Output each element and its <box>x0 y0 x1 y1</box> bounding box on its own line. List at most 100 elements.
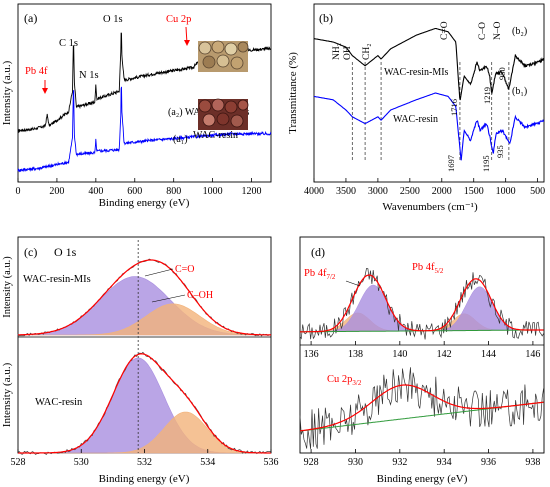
annot-n1s: N 1s <box>79 70 99 81</box>
annot-c1s: C 1s <box>59 38 78 49</box>
panel-d-peaks <box>299 267 544 449</box>
panel-b-x-tick-label: 500 <box>530 186 545 197</box>
panel-c-x-tick-label: 532 <box>137 457 152 468</box>
panel-b-letter: (b) <box>319 11 333 25</box>
label-nh2: NH₂ <box>332 43 342 60</box>
panel-b-frame <box>313 3 545 183</box>
panel-a-series-line <box>17 86 272 173</box>
panel-d-pb-x-tick-label: 140 <box>392 349 407 360</box>
panel-c-fit-line <box>18 259 271 336</box>
panel-d-fit-line <box>299 384 544 432</box>
panel-d-pb-x-tick-label: 144 <box>481 349 496 360</box>
panel-d-cu-x-tick-label: 936 <box>481 457 496 468</box>
panel-c-label-resin: WAC-resin <box>35 397 83 408</box>
panel-c-leader-2 <box>151 294 186 303</box>
panel-b-x-tick-label: 3000 <box>368 186 388 197</box>
panel-a-xlabel: Binding energy (eV) <box>99 197 190 209</box>
panel-b-x-tick-label: 3500 <box>336 186 356 197</box>
panel-c-x-tick-label: 534 <box>200 457 215 468</box>
annot-pb4f-arrowhead <box>42 88 48 94</box>
panel-b-x-ticks: 4000 3500 3000 2500 2000 1500 1000 500 <box>304 178 545 197</box>
panel-c-ylabel-top: Intensity (a.u.) <box>2 256 13 318</box>
panel-a-letter: (a) <box>24 11 37 25</box>
curve-label-b1: (b₁) <box>512 86 527 97</box>
panel-d-cu-x-tick-label: 938 <box>525 457 540 468</box>
panel-c-x-tick-label: 530 <box>74 457 89 468</box>
panel-d-cu-x-tick-label: 930 <box>348 457 363 468</box>
panel-b-x-tick-label: 2000 <box>432 186 452 197</box>
panel-a-x-tick-label: 800 <box>166 186 181 197</box>
annot-o1s: O 1s <box>103 14 123 25</box>
panel-a-x-tick-label: 1000 <box>203 186 223 197</box>
annot-cu2p-arrowhead <box>184 40 190 46</box>
panel-d-fit-line <box>300 274 544 333</box>
curve-label-mis: WAC-resin-MIs <box>384 67 449 78</box>
panel-c-peak-fill <box>18 303 271 336</box>
label-c-double-o: C=O <box>440 21 450 40</box>
panel-d-pb-x-tick-label: 146 <box>525 349 540 360</box>
panel-d-cu-x-tick-label: 934 <box>437 457 452 468</box>
panel-b-marker-lines <box>351 62 510 160</box>
panel-d-pb-x-tick-label: 138 <box>348 349 363 360</box>
panel-b-xlabel: Wavenumbers (cm⁻¹) <box>382 201 478 213</box>
label-ch2: CH₂ <box>362 43 372 60</box>
panel-c-label-c-oh: C–OH <box>187 290 213 301</box>
panel-c-peaks <box>17 240 272 455</box>
curve-label-resin: WAC-resin <box>393 114 438 125</box>
panel-a-x-tick-label: 0 <box>16 186 21 197</box>
photo-resin-mis <box>198 40 249 72</box>
panel-d-x-ticks: 136 138 140 142 144 146 928 930 932 934 936 938 <box>304 341 540 468</box>
panel-c-o1s: (c) O 1s 528 530 532 534 536 Binding energy … <box>1 236 279 485</box>
panel-b-x-tick-label: 1500 <box>464 186 484 197</box>
panel-d-xlabel: Binding energy (eV) <box>377 473 468 485</box>
panel-c-xlabel: Binding energy (eV) <box>99 473 190 485</box>
panel-d-raw-line <box>299 367 544 449</box>
panel-a-x-tick-label: 400 <box>88 186 103 197</box>
panel-d-pb-cu: (d) 136 138 140 142 144 146 928 930 932 934 936 938… <box>299 236 545 485</box>
panel-b-series-line <box>313 92 545 161</box>
panel-a-xps-survey: (a) 0 200 400 600 800 1000 1200 Binding energy… <box>1 3 272 209</box>
panel-c-x-tick-label: 536 <box>264 457 279 468</box>
pb-4f72-label: Pb 4f7/2 <box>304 268 336 281</box>
label-1697: 1697 <box>446 155 456 172</box>
panel-a-x-tick-label: 600 <box>127 186 142 197</box>
panel-b-ylabel: Transmittance (%) <box>287 52 299 134</box>
annot-pb4f: Pb 4f <box>25 66 48 77</box>
panel-b-series-line <box>313 27 545 101</box>
panel-d-pb-x-tick-label: 142 <box>437 349 452 360</box>
panel-a-frame <box>17 3 272 183</box>
panel-b-ftir: (b) 4000 3500 3000 2500 2000 1500 1000 500 Wave… <box>287 3 545 213</box>
label-c-o: C–O <box>478 22 488 40</box>
panel-b-x-tick-label: 2500 <box>400 186 420 197</box>
pb-4f72-leader <box>345 280 361 287</box>
panel-c-fit-line <box>18 353 271 454</box>
panel-c-label-c-double-o: C=O <box>175 264 195 275</box>
panel-c-ylabel-bottom: Intensity (a.u.) <box>1 362 13 427</box>
pb-4f52-label: Pb 4f5/2 <box>412 262 444 275</box>
panel-d-cu-x-tick-label: 932 <box>392 457 407 468</box>
panel-d-cu-x-tick-label: 928 <box>304 457 319 468</box>
panel-b-series <box>313 27 545 161</box>
label-1716: 1716 <box>449 99 459 116</box>
cu-2p32-label: Cu 2p3/2 <box>327 374 362 387</box>
panel-c-leader-1 <box>144 268 174 277</box>
panel-d-pb-x-tick-label: 136 <box>304 349 319 360</box>
annot-wac-resin-label: WAC-resin <box>193 130 238 141</box>
panel-c-x-ticks: 528 530 532 534 536 <box>11 449 279 468</box>
curve-label-b2: (b₂) <box>512 26 527 37</box>
annot-a1-label: (a₁) <box>173 134 188 145</box>
annot-cu2p: Cu 2p <box>166 14 191 25</box>
panel-c-label-mis: WAC-resin-MIs <box>23 274 91 285</box>
panel-a-ylabel: Intensity (a.u.) <box>1 60 13 125</box>
panel-a-x-tick-label: 200 <box>49 186 64 197</box>
panel-c-title: O 1s <box>54 245 77 259</box>
label-935: 935 <box>495 145 505 158</box>
label-950: 950 <box>497 67 507 80</box>
panel-a-x-ticks: 0 200 400 600 800 1000 1200 <box>16 178 262 197</box>
label-1195: 1195 <box>481 155 491 172</box>
panel-d-letter: (d) <box>311 245 325 259</box>
panel-d-raw-line <box>299 267 544 340</box>
panel-b-x-tick-label: 1000 <box>496 186 516 197</box>
photo-resin <box>198 98 249 130</box>
label-n-o: N–O <box>493 21 503 40</box>
